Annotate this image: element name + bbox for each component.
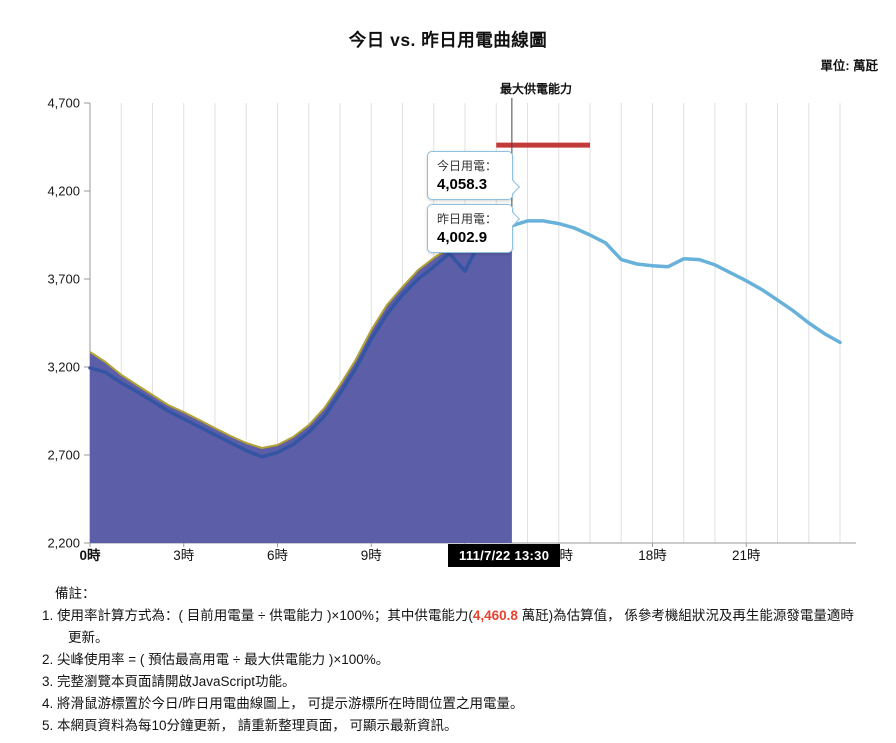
y-axis-label: 2,700: [47, 448, 80, 463]
note-text: 使用率計算方式為：( 目前用電量 ÷ 供電能力 )×100%；其中供電能力(: [57, 608, 473, 623]
page-title: 今日 vs. 昨日用電曲線圖: [348, 30, 548, 50]
note-number: 2.: [42, 652, 54, 667]
yesterday-usage-line-late: [510, 219, 842, 345]
note-number: 5.: [42, 718, 54, 733]
y-axis-label: 4,700: [47, 96, 80, 111]
x-axis-label: 18時: [638, 548, 667, 563]
note-item-3: 3. 完整瀏覽本頁面請開啟JavaScript功能。: [42, 671, 860, 693]
note-item-2: 2. 尖峰使用率 = ( 預估最高用電 ÷ 最大供電能力 )×100%。: [42, 649, 860, 671]
note-text: 完整瀏覽本頁面請開啟JavaScript功能。: [57, 674, 296, 689]
tooltip-yesterday: 昨日用電： 4,002.9: [427, 204, 520, 253]
note-number: 1.: [42, 608, 54, 623]
y-axis-label: 4,200: [47, 184, 80, 199]
capacity-value-text: 4,460.8: [472, 608, 518, 623]
note-text: 尖峰使用率 = ( 預估最高用電 ÷ 最大供電能力 )×100%。: [57, 652, 390, 667]
notes-section: 備註： 1. 使用率計算方式為：( 目前用電量 ÷ 供電能力 )×100%；其中…: [42, 583, 860, 737]
note-text: 萬瓩)為估算值， 係參考機組狀況及再生能源發電量適時更新。: [68, 608, 854, 645]
y-axis-label: 3,200: [47, 360, 80, 375]
tooltip-yesterday-label: 昨日用電：: [437, 212, 498, 226]
chart-canvas: 4,7004,2003,7003,2002,7002,2000時3時6時9時12…: [47, 96, 856, 563]
tooltip-yesterday-value: 4,002.9: [437, 229, 488, 246]
tooltip-today-label: 今日用電：: [437, 159, 498, 173]
yesterday-usage-line-early: [88, 223, 514, 459]
x-axis-label: 21時: [732, 548, 761, 563]
x-axis-label: 0時: [79, 547, 101, 563]
tooltip-today: 今日用電： 4,058.3: [427, 151, 520, 200]
x-axis-label: 9時: [361, 548, 383, 563]
y-axis-label: 3,700: [47, 272, 80, 287]
today-usage-area: [90, 215, 512, 543]
note-number: 3.: [42, 674, 54, 689]
note-item-4: 4. 將滑鼠游標置於今日/昨日用電曲線圖上， 可提示游標所在時間位置之用電量。: [42, 693, 860, 715]
x-axis-label: 3時: [173, 548, 195, 563]
note-number: 4.: [42, 696, 54, 711]
tooltip-today-value: 4,058.3: [437, 176, 488, 193]
cursor-datetime-box: 111/7/22 13:30: [448, 544, 561, 567]
notes-heading: 備註：: [55, 586, 96, 601]
x-axis-label: 6時: [267, 548, 289, 563]
note-text: 本網頁資料為每10分鐘更新， 請重新整理頁面， 可顯示最新資訊。: [57, 718, 458, 733]
note-item-5: 5. 本網頁資料為每10分鐘更新， 請重新整理頁面， 可顯示最新資訊。: [42, 715, 860, 737]
y-axis-label: 2,200: [47, 536, 80, 551]
note-text: 將滑鼠游標置於今日/昨日用電曲線圖上， 可提示游標所在時間位置之用電量。: [57, 696, 524, 711]
capacity-line-label: 最大供電能力: [500, 82, 573, 96]
unit-label: 單位: 萬瓩: [820, 59, 878, 73]
note-item-1: 1. 使用率計算方式為：( 目前用電量 ÷ 供電能力 )×100%；其中供電能力…: [42, 605, 860, 649]
